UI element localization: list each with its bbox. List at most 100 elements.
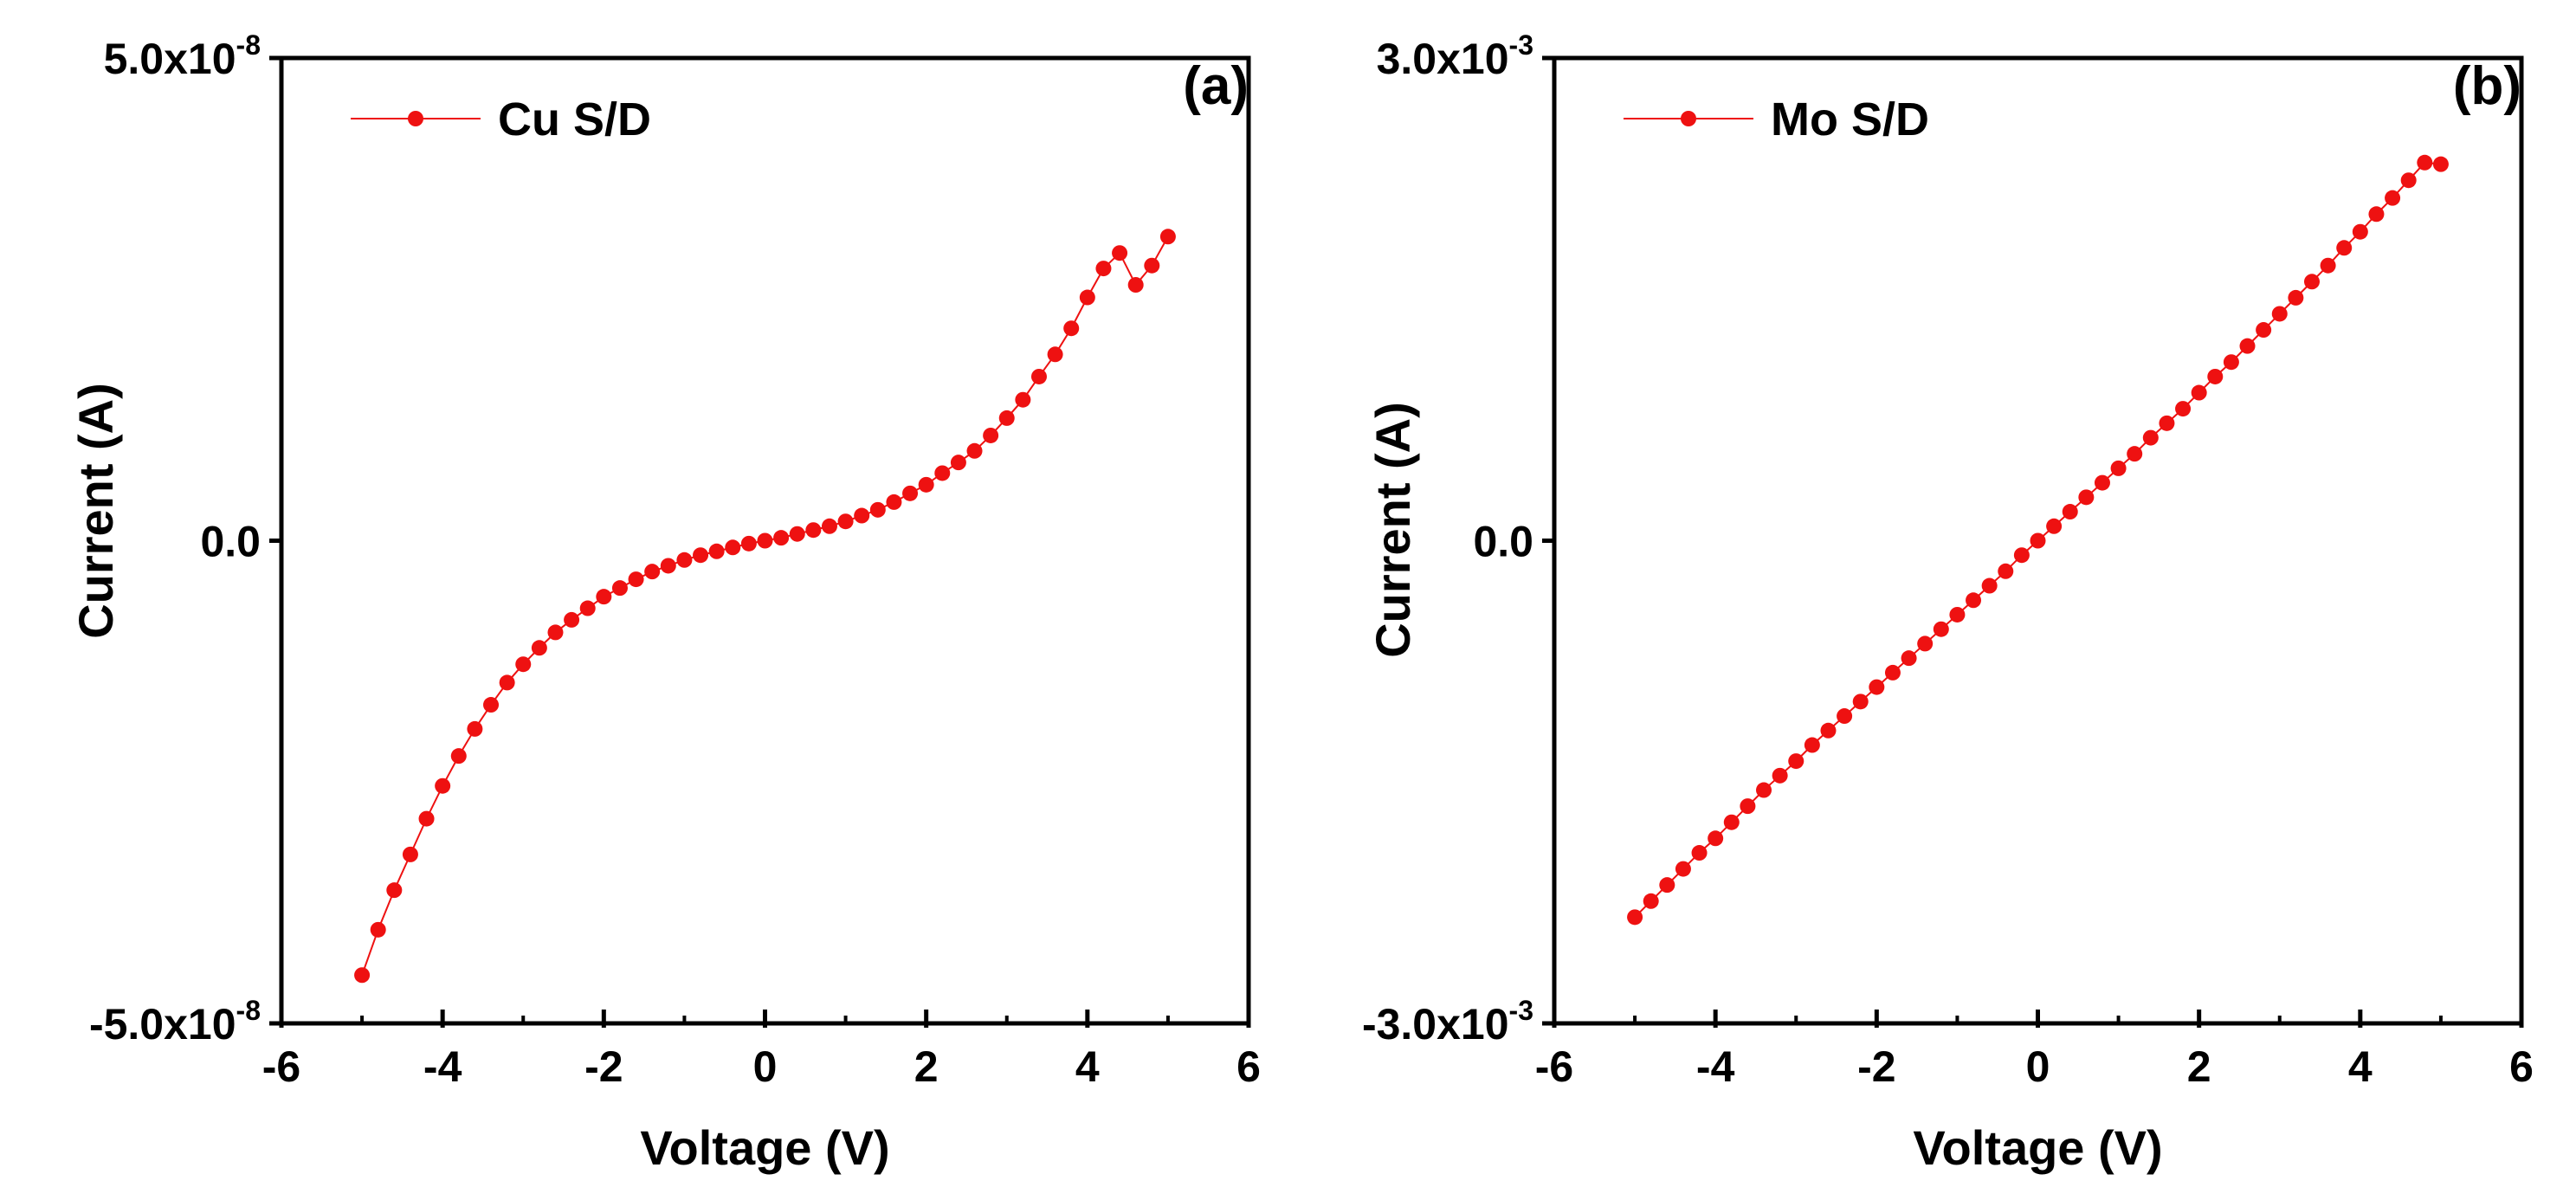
y-tick-mantissa: 5.0x10 <box>104 35 236 83</box>
data-point <box>934 465 951 481</box>
data-point <box>1723 814 1740 830</box>
y-tick-mantissa: 3.0x10 <box>1377 35 1509 83</box>
data-point <box>837 513 854 530</box>
data-point <box>628 571 644 588</box>
data-point <box>2207 368 2224 384</box>
data-point <box>467 720 483 737</box>
data-point <box>2175 401 2192 417</box>
x-tick-label: -6 <box>262 1042 300 1091</box>
data-point <box>2432 156 2449 172</box>
data-point <box>805 522 822 539</box>
data-point <box>1079 289 1095 306</box>
data-point <box>370 921 386 938</box>
data-point <box>2094 474 2110 491</box>
data-point <box>2336 240 2353 256</box>
data-point <box>1643 893 1659 909</box>
y-axis-label: Current (A) <box>68 383 123 639</box>
data-point <box>869 501 886 518</box>
x-tick-label: 2 <box>2187 1042 2211 1091</box>
x-tick-label: 0 <box>753 1042 778 1091</box>
data-point <box>2127 446 2143 462</box>
data-point <box>2046 518 2063 534</box>
data-point <box>1837 708 1853 725</box>
data-point <box>499 674 515 691</box>
data-point <box>2191 384 2207 401</box>
data-point <box>2239 338 2256 354</box>
legend-label: Cu S/D <box>498 94 651 145</box>
y-tick-mantissa: 0.0 <box>1473 518 1533 566</box>
data-point <box>2320 257 2336 274</box>
data-point <box>1852 694 1869 710</box>
data-point <box>644 564 661 580</box>
data-point <box>450 748 467 765</box>
x-tick-label: -2 <box>1857 1042 1895 1091</box>
data-point <box>918 476 934 493</box>
data-point <box>2352 223 2368 240</box>
x-tick-label: 2 <box>914 1042 939 1091</box>
data-point <box>354 967 371 984</box>
data-point <box>483 697 500 713</box>
data-point <box>2142 429 2159 446</box>
y-tick-label: 5.0x10-8 <box>104 29 261 83</box>
legend-label: Mo S/D <box>1771 94 1929 145</box>
x-tick-label: 4 <box>1075 1042 1100 1091</box>
data-point <box>1756 782 1772 798</box>
y-tick-exponent: -8 <box>236 29 261 61</box>
data-point <box>2078 489 2095 506</box>
y-tick-label: -3.0x10-3 <box>1362 995 1533 1048</box>
y-tick-label: -5.0x10-8 <box>89 995 261 1048</box>
x-axis-label: Voltage (V) <box>1913 1120 2162 1175</box>
data-point <box>2288 289 2304 306</box>
data-point <box>386 882 403 899</box>
data-point <box>611 580 628 597</box>
data-point <box>1981 577 1998 594</box>
data-point <box>1659 877 1675 894</box>
panel-label: (b) <box>2453 56 2521 116</box>
y-tick-exponent: -3 <box>1509 995 1533 1026</box>
data-point <box>579 600 596 616</box>
legend-marker <box>408 111 423 126</box>
data-point <box>773 530 790 546</box>
data-point <box>902 485 919 501</box>
data-point <box>886 494 902 510</box>
data-point <box>2013 547 2030 564</box>
data-point <box>1804 737 1820 753</box>
data-point <box>2256 322 2272 339</box>
data-point <box>1159 229 1176 245</box>
data-point <box>1127 277 1144 294</box>
data-point <box>1063 320 1080 337</box>
series-line <box>361 235 1169 976</box>
y-axis-label: Current (A) <box>1365 402 1420 658</box>
data-point <box>1691 845 1708 861</box>
data-point <box>821 518 837 534</box>
data-point <box>2303 274 2320 290</box>
x-tick-label: -4 <box>423 1042 462 1091</box>
y-tick-label: 0.0 <box>1473 518 1533 566</box>
data-point <box>2110 460 2127 476</box>
y-tick-exponent: -8 <box>236 995 261 1026</box>
y-tick-mantissa: 0.0 <box>200 518 261 566</box>
data-point <box>1901 650 1917 667</box>
data-point <box>1740 798 1756 815</box>
data-point <box>1966 592 1982 609</box>
data-point <box>435 777 451 794</box>
x-tick-label: 6 <box>2509 1042 2534 1091</box>
data-point <box>2223 354 2239 371</box>
data-point <box>402 846 418 862</box>
data-point <box>789 526 805 542</box>
data-point <box>564 611 580 628</box>
data-point <box>547 624 564 641</box>
data-point <box>1933 621 1949 637</box>
data-point <box>740 535 757 552</box>
data-point <box>725 539 741 556</box>
y-tick-mantissa: -5.0x10 <box>89 1000 236 1048</box>
data-point <box>515 656 532 673</box>
data-point <box>2159 415 2175 431</box>
data-point <box>708 543 725 559</box>
data-point <box>1047 346 1063 363</box>
data-point <box>676 552 693 568</box>
data-point <box>1675 861 1691 877</box>
